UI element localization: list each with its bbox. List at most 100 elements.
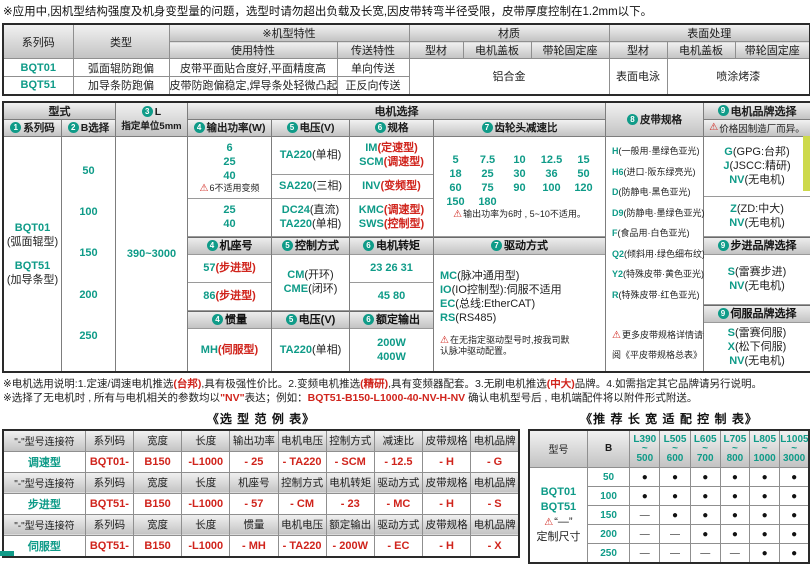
text-segment: (总线:EtherCAT) — [455, 298, 535, 310]
cell-line: KMC(调速型) — [359, 203, 424, 217]
cell-line: (加导条型) — [7, 273, 58, 287]
fit-mark-dot: ● — [690, 525, 720, 544]
length-bottom: 800 — [721, 454, 749, 464]
text-segment: (伺服型) — [218, 344, 258, 356]
text-segment: (三相) — [313, 180, 342, 192]
text-segment: 250 — [79, 330, 97, 342]
example-value-cell: - TA220 — [278, 451, 326, 472]
fit-mark-dot: ● — [630, 468, 660, 487]
cell-spec-0: IM(定速型)SCM(调速型) — [350, 137, 433, 175]
text-segment: TA220 — [280, 149, 312, 161]
circled-number-icon: 4 — [207, 240, 218, 251]
col-header-feature: ※机型特性 — [169, 24, 409, 42]
l-line2: 指定单位5mm — [121, 118, 181, 132]
example-value-cell: B150 — [133, 451, 181, 472]
cell-line: 390~3000 — [127, 247, 176, 261]
example-col-header: 系列码 — [85, 472, 133, 493]
example-col-header: 皮带规格 — [423, 472, 471, 493]
fit-mark-dot: ● — [780, 506, 809, 525]
fit-b-cell: 250 — [587, 544, 629, 564]
text-segment: 控制方式 — [295, 240, 339, 252]
col-header-transfer: 传送特性 — [337, 42, 409, 59]
text-segment: 23 26 31 — [370, 262, 413, 274]
text-segment: (IO控制型):伺服不适用 — [452, 284, 562, 296]
example-value-cell: - TA220 — [278, 535, 326, 557]
cell-spec-2: KMC(调速型)SWS(控制型) — [350, 199, 433, 237]
circled-number-icon: 5 — [282, 240, 293, 251]
cell-line: SA220(三相) — [279, 179, 342, 193]
cell-line: 认脉冲驱动配置。 — [440, 346, 512, 357]
cell-line: G(GPG:台邦) — [724, 145, 789, 159]
surface-profile-cell: 表面电泳 — [609, 59, 667, 95]
cell-line: NV(无电机) — [729, 279, 785, 293]
cell-line: S(雷赛伺服) — [728, 326, 787, 340]
text-segment: 输出功率为6时 , 5~10不适用。 — [463, 209, 586, 219]
ratio-value: 30 — [504, 167, 536, 181]
text-segment: 40 — [223, 170, 235, 182]
text-segment: “—” — [554, 516, 572, 528]
warning-icon: ⚠ — [544, 517, 553, 528]
cell-line: S(雷赛步进) — [728, 265, 787, 279]
text-segment: 400W — [377, 351, 406, 363]
text-segment: BQT51 — [15, 260, 50, 272]
text-segment: S — [728, 327, 735, 339]
example-value-cell: - 23 — [326, 493, 374, 514]
text-segment: (特殊皮带·红色亚光) — [619, 290, 700, 300]
example-col-header: 皮带规格 — [423, 430, 471, 452]
fit-mark-dot: ● — [690, 487, 720, 506]
cell-line: (弧面辊型) — [7, 235, 58, 249]
cell-line: TA220(单相) — [280, 217, 342, 231]
text-segment: 150 — [79, 247, 97, 259]
example-col-header: 控制方式 — [278, 472, 326, 493]
text-segment: 50 — [82, 165, 94, 177]
example-value-cell: - MH — [230, 535, 278, 557]
fit-table-title: 《推 荐 长 宽 适 配 控 制 表》 — [528, 410, 810, 427]
cell-brand-3: S(雷赛步进)NV(无电机) — [704, 255, 810, 305]
text-segment: (倾斜用·绿色细布纹) — [624, 249, 705, 259]
motor-group-header: 电机选择 — [188, 103, 605, 120]
cell-line: 40 — [223, 169, 235, 183]
cell-brand-5: S(雷赛伺服)X(松下伺服)NV(无电机) — [704, 323, 810, 371]
example-col-header: 电机电压 — [278, 430, 326, 452]
fit-mark-dot: ● — [690, 468, 720, 487]
motor-note-line-1: ※电机选用说明:1.定速/调速电机推选(台邦),具有极强性价比。2.变频电机推选… — [3, 377, 808, 392]
cell-line: IM(定速型) — [365, 141, 418, 155]
text-segment: (定速型) — [377, 142, 417, 154]
fit-mark-dash: — — [660, 544, 690, 564]
fit-col-header-b: B — [587, 430, 629, 468]
example-header-row: "-"型号连接符系列码宽度长度惯量电机电压额定输出驱动方式皮带规格电机品牌 — [3, 514, 519, 535]
circled-number-icon: 6 — [363, 240, 374, 251]
circled-number-icon: 4 — [194, 122, 205, 133]
fit-col-header-length: L1005~3000 — [780, 430, 809, 468]
cell-spec-4: 23 26 31 — [350, 255, 433, 283]
cell-length-l-0: 390~3000 — [116, 137, 187, 371]
text-segment: (单相) — [312, 218, 341, 230]
text-segment: 40 — [223, 218, 235, 230]
cell-line: ⚠输出功率为6时 , 5~10不适用。 — [453, 209, 586, 220]
text-segment: (特殊皮带·黄色亚光) — [623, 269, 704, 279]
circled-number-icon: 2 — [68, 122, 79, 133]
text-segment: 57 — [203, 262, 215, 274]
model-cell-line: ⚠“—” — [530, 515, 587, 530]
fit-mark-dot: ● — [780, 468, 809, 487]
brand-price-note: ⚠价格因制造厂而异。 — [704, 120, 810, 137]
example-col-header: 减速比 — [374, 430, 422, 452]
catalog-page: { "colors":{"teal":"#0f9b88","red":"#d02… — [0, 3, 810, 556]
cell-line: 25 — [223, 155, 235, 169]
example-value-cell: - EC — [374, 535, 422, 557]
fit-mark-dot: ● — [750, 468, 780, 487]
cell-line: 150 — [79, 246, 97, 260]
